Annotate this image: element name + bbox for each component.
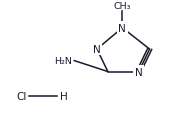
Text: N: N: [119, 23, 126, 33]
Text: N: N: [93, 45, 101, 55]
Text: CH₃: CH₃: [114, 2, 131, 10]
Text: Cl: Cl: [17, 91, 27, 101]
Text: H₂N: H₂N: [54, 57, 72, 66]
Text: H: H: [60, 91, 68, 101]
Text: N: N: [135, 67, 143, 77]
